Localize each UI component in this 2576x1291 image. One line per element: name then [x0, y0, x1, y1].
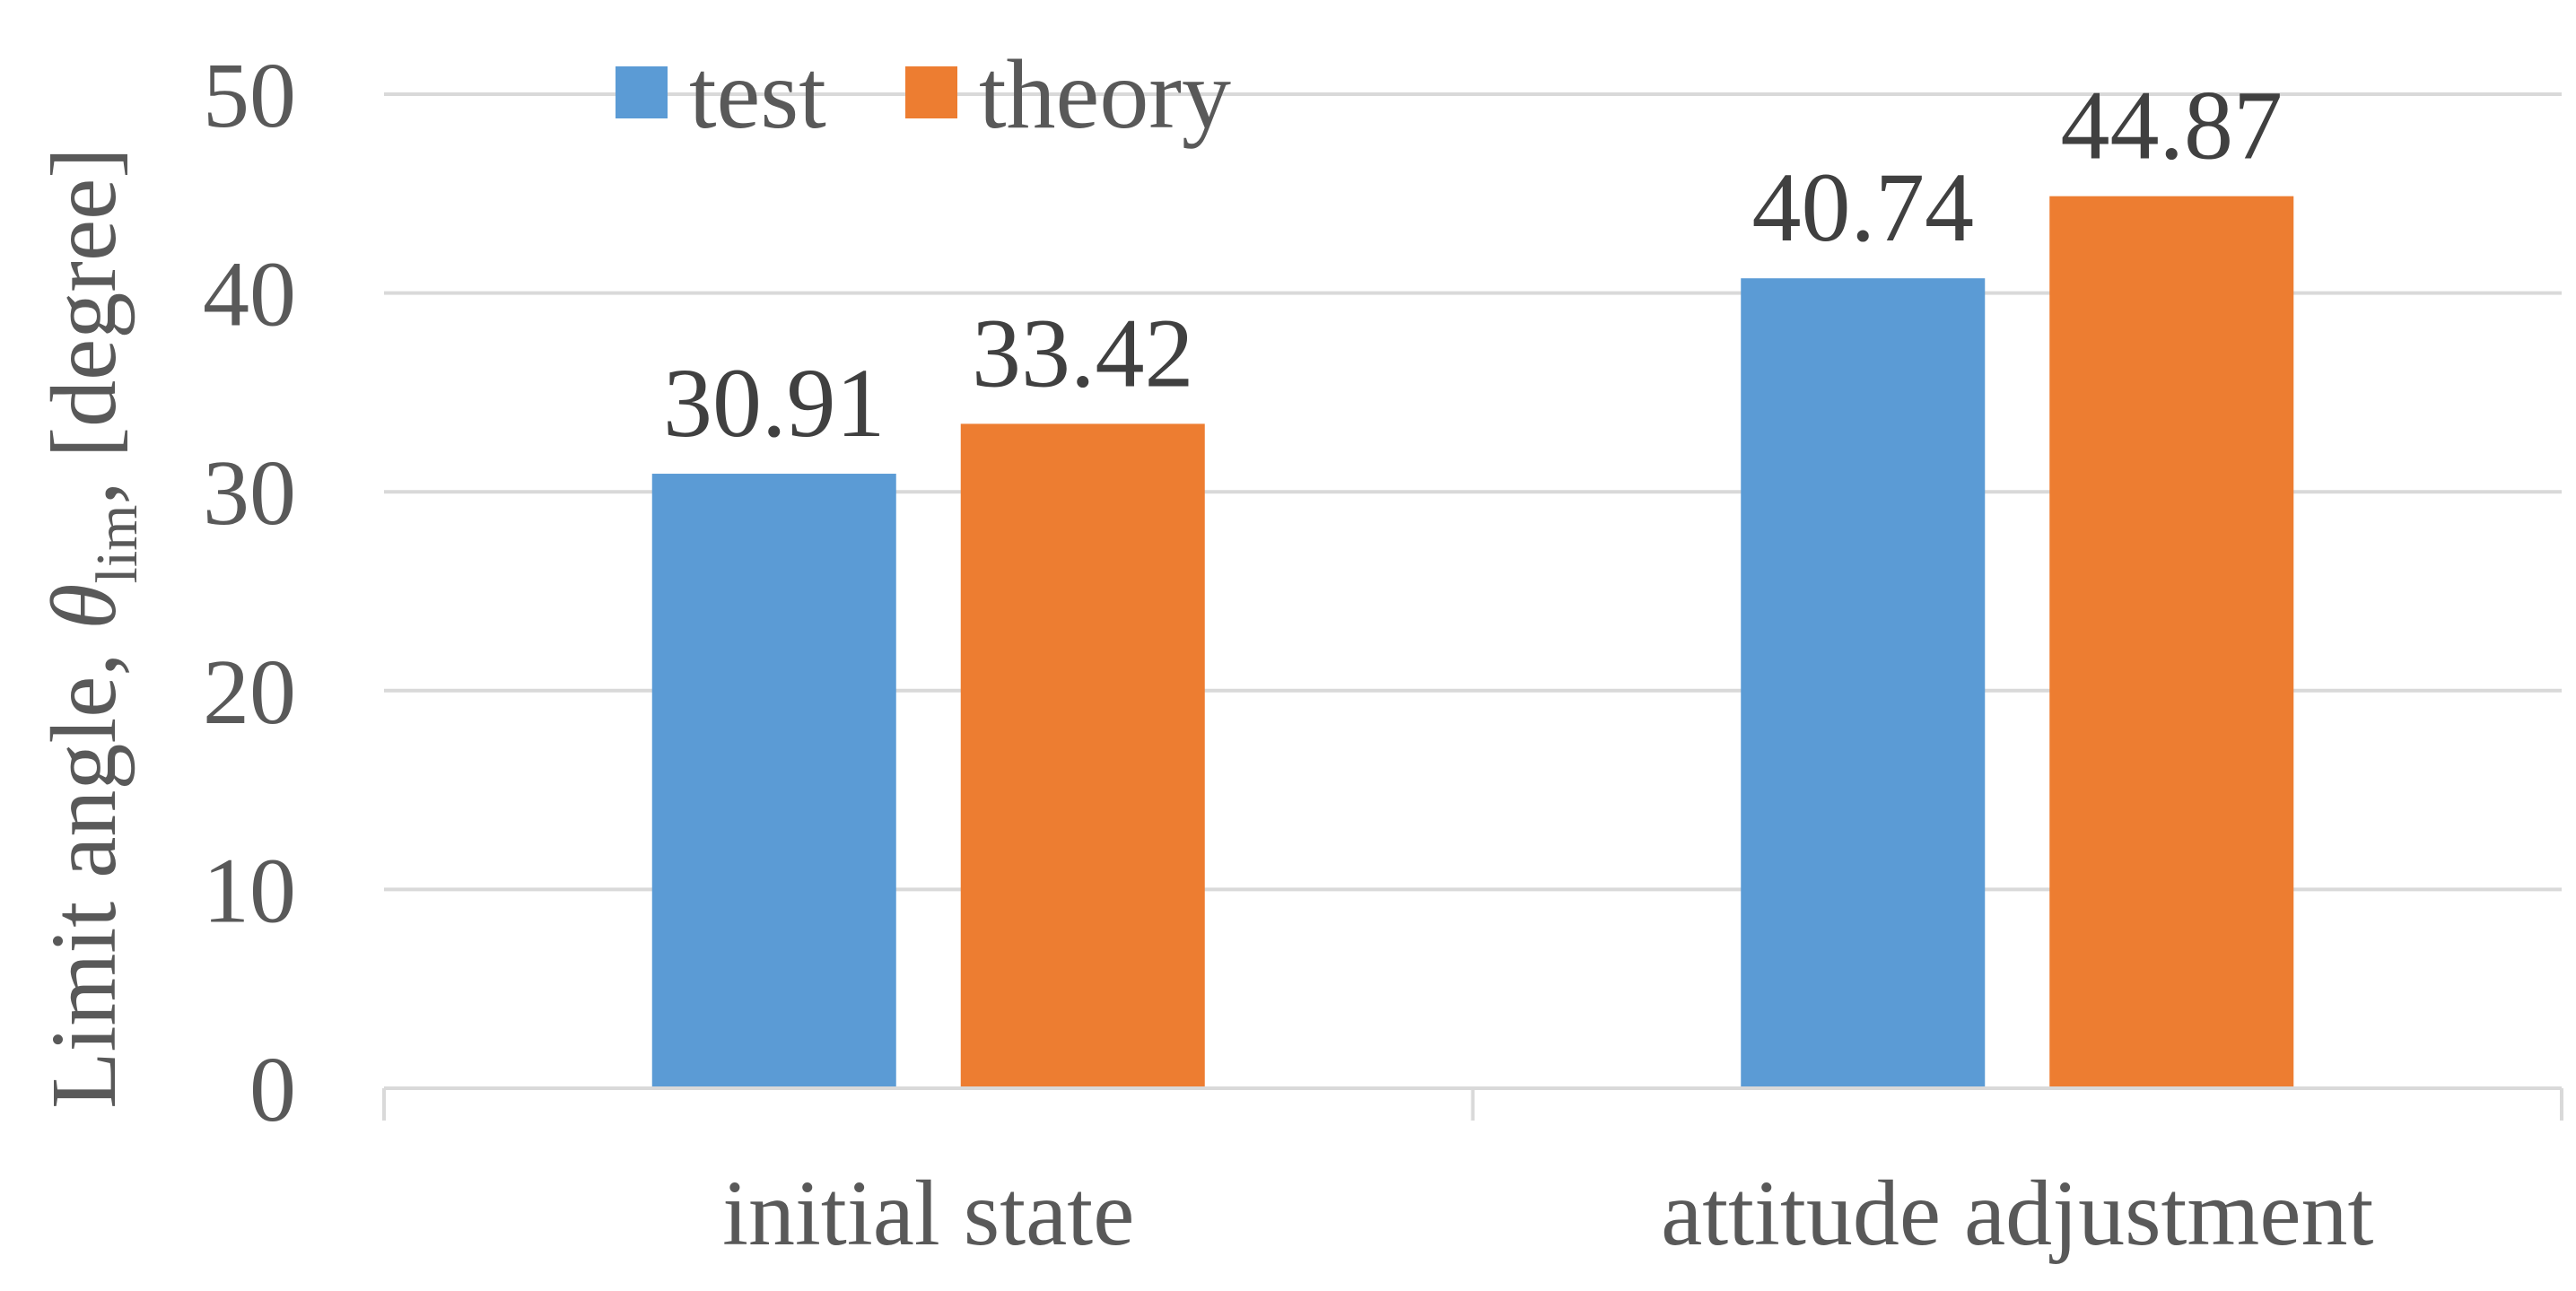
- y-tick-label-30: 30: [203, 441, 296, 545]
- y-tick-labels: 0 10 20 30 40 50: [203, 44, 296, 1141]
- data-labels: 30.91 33.42 40.74 44.87: [663, 71, 2283, 458]
- y-axis-title-subscript: lim: [84, 504, 150, 583]
- category-label-0: initial state: [722, 1162, 1134, 1265]
- y-tick-label-0: 0: [249, 1038, 296, 1141]
- y-axis-title-symbol: θ: [32, 583, 135, 629]
- x-axis-ticks: [382, 1088, 2563, 1121]
- bar-theory-0: [960, 423, 1205, 1088]
- data-label-theory-1: 44.87: [2061, 71, 2283, 180]
- legend-swatch-test: [616, 66, 668, 118]
- bar-test-1: [1741, 278, 1986, 1088]
- category-label-1: attitude adjustment: [1661, 1162, 2373, 1265]
- legend: test theory: [616, 39, 1231, 149]
- y-axis-title: Limit angle, θlim, [degree]: [32, 147, 150, 1109]
- category-labels: initial state attitude adjustment: [722, 1162, 2373, 1265]
- y-tick-label-10: 10: [203, 839, 296, 942]
- bar-test-0: [651, 474, 896, 1088]
- y-tick-label-40: 40: [203, 243, 296, 346]
- y-tick-label-50: 50: [203, 44, 296, 147]
- legend-swatch-theory: [905, 66, 957, 118]
- data-label-test-0: 30.91: [663, 348, 886, 458]
- data-label-theory-0: 33.42: [972, 298, 1194, 407]
- legend-label-test: test: [689, 39, 826, 149]
- y-axis-title-suffix: , [degree]: [32, 147, 135, 504]
- legend-label-theory: theory: [979, 39, 1231, 149]
- data-label-test-1: 40.74: [1752, 153, 1975, 262]
- y-axis-title-prefix: Limit angle,: [32, 630, 135, 1109]
- bar-theory-1: [2049, 196, 2294, 1089]
- y-tick-label-20: 20: [203, 641, 296, 744]
- bars: [651, 196, 2294, 1089]
